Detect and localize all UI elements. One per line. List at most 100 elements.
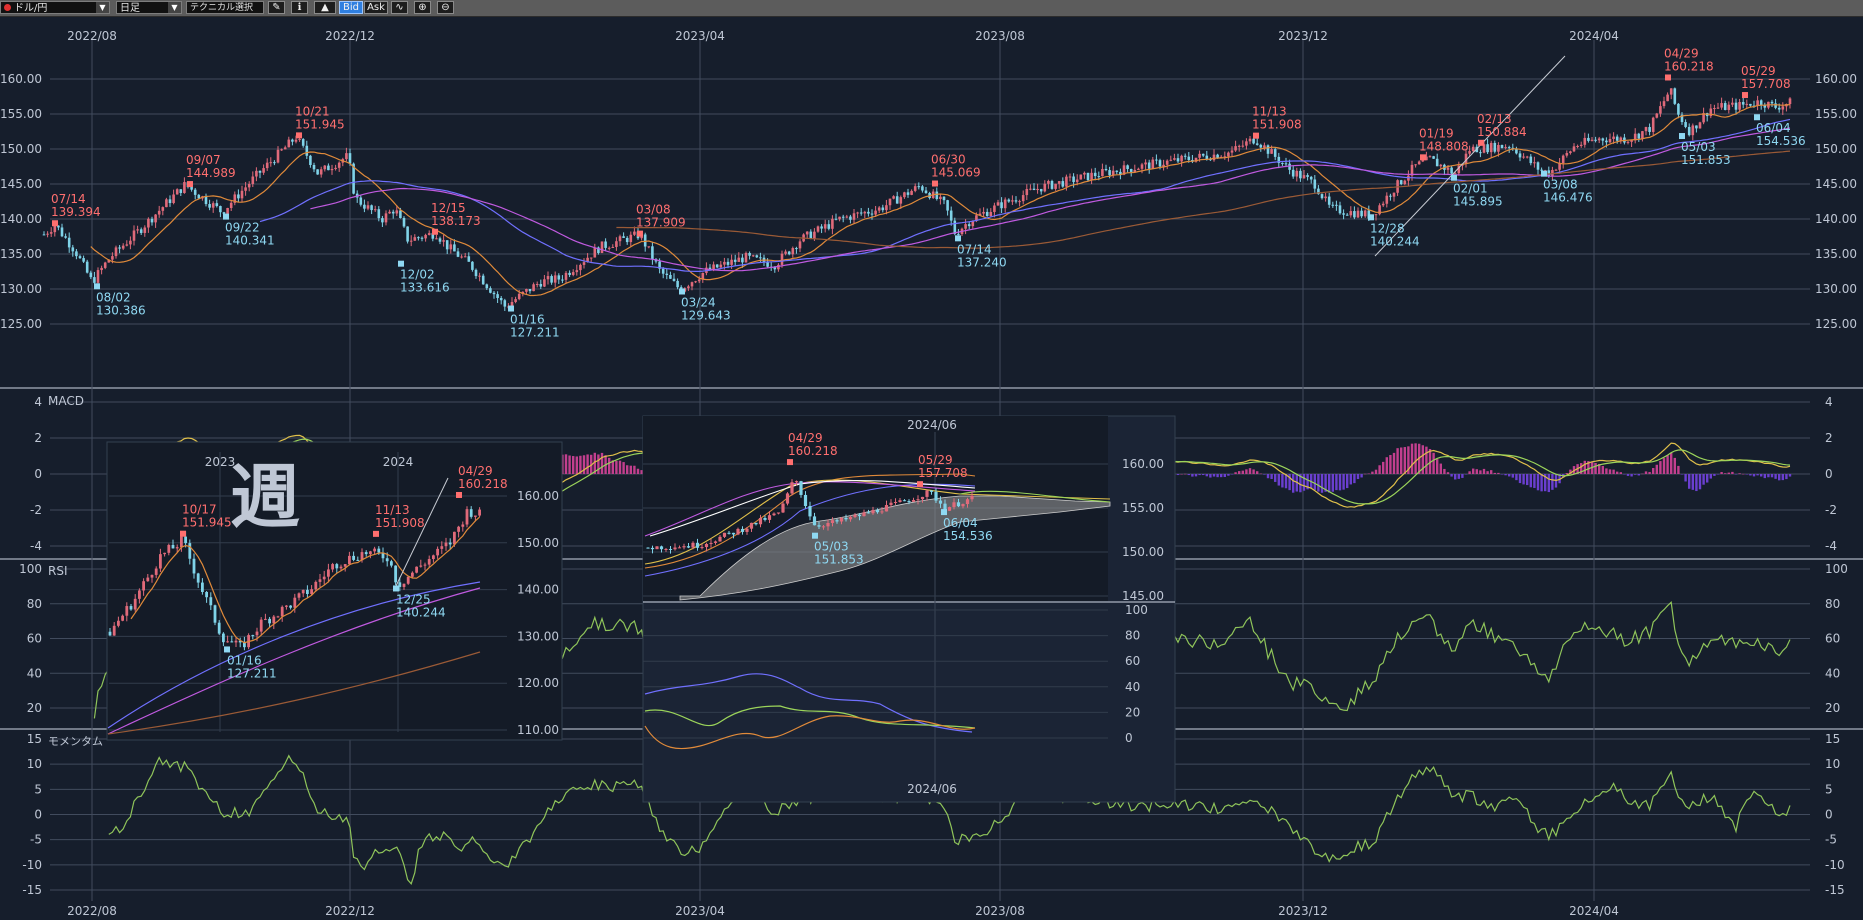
macd-histogram-bar: [1187, 474, 1190, 476]
weekly-high-value: 151.908: [375, 516, 425, 530]
weekly-candle-body: [213, 605, 217, 623]
macd-histogram-bar: [1702, 474, 1705, 485]
chevron-down-icon[interactable]: ▼: [96, 2, 109, 13]
macd-histogram-bar: [1338, 474, 1342, 491]
candle-body: [1277, 156, 1281, 163]
wave-icon[interactable]: ∿: [391, 1, 408, 14]
candle-body: [1741, 102, 1745, 105]
zoom-candle-body: [668, 548, 673, 550]
candle-body: [712, 264, 715, 270]
technical-select[interactable]: テクニカル選択: [186, 1, 264, 14]
y-axis-right-tick: 150.00: [1815, 142, 1857, 156]
macd-histogram-bar: [575, 456, 578, 474]
candle-body: [377, 209, 381, 219]
weekly-high-value: 160.218: [458, 477, 508, 491]
chevron-down-icon[interactable]: ▼: [168, 2, 181, 13]
y-axis-right-tick: 125.00: [1815, 317, 1857, 331]
zoom-indicator-line: [959, 490, 1111, 503]
symbol-select[interactable]: ドル/円 ▼: [0, 1, 110, 14]
weekly-candle-body: [427, 559, 431, 565]
candle-body: [633, 231, 636, 235]
macd-histogram-bar: [1392, 452, 1396, 474]
macd-histogram-bar: [1594, 463, 1597, 474]
candle-body: [118, 247, 121, 249]
macd-histogram-bar: [611, 460, 614, 474]
candle-body: [1669, 88, 1673, 95]
zoom-in-icon[interactable]: ⊕: [414, 1, 431, 14]
macd-histogram-bar: [1587, 461, 1590, 474]
weekly-candle-body: [356, 559, 360, 561]
candle-body: [1486, 144, 1489, 153]
candle-body: [388, 211, 391, 214]
macd-histogram-bar: [1551, 474, 1554, 490]
candle-body: [895, 196, 899, 204]
candle-body: [78, 256, 82, 259]
candle-body: [1565, 153, 1569, 156]
macd-histogram-bar: [1713, 474, 1716, 476]
low-value-label: 129.643: [681, 308, 731, 322]
candle-body: [431, 233, 435, 239]
macd-histogram-bar: [1436, 459, 1439, 474]
low-marker: [223, 213, 229, 220]
candle-body: [1727, 104, 1731, 110]
candle-body: [805, 231, 809, 235]
macd-histogram-bar: [1360, 474, 1363, 478]
macd-histogram-bar: [1256, 471, 1259, 474]
weekly-candle-body: [310, 589, 313, 594]
weekly-candle-body: [192, 558, 196, 574]
macd-histogram-bar: [1601, 465, 1604, 474]
bid-toggle[interactable]: Bid: [339, 1, 363, 14]
candle-body: [1763, 105, 1767, 108]
candle-body: [319, 169, 323, 175]
period-select[interactable]: 日足 ▼: [116, 1, 182, 14]
x-axis-bottom-label: 2023/08: [975, 904, 1025, 918]
candle-body: [496, 294, 499, 299]
zoom-candle-body: [934, 491, 938, 501]
candle-body: [485, 284, 489, 289]
macd-histogram-bar: [1194, 474, 1198, 477]
high-date-label: 04/29: [1664, 46, 1699, 60]
candle-body: [564, 272, 568, 280]
y-axis-right-tick: 130.00: [1815, 282, 1857, 296]
zoom-overlay[interactable]: 2024/06 160.00 155.00 150.00 145.00 04/29160.…: [642, 415, 1176, 803]
price-panel[interactable]: [42, 55, 1792, 311]
candle-body: [568, 272, 571, 275]
candle-body: [100, 267, 103, 271]
candle-body: [1633, 133, 1637, 141]
zoom-out-icon[interactable]: ⊖: [437, 1, 454, 14]
pen-icon[interactable]: ✎: [268, 1, 285, 14]
candle-body: [334, 167, 337, 169]
candle-body: [1248, 138, 1252, 142]
candle-body: [924, 190, 928, 194]
macd-histogram-bar: [568, 455, 571, 474]
candle-body: [1122, 165, 1126, 175]
info-icon[interactable]: ℹ: [291, 1, 308, 14]
candle-body: [60, 227, 64, 237]
weekly-candle-body: [318, 579, 322, 582]
ask-toggle[interactable]: Ask: [364, 1, 388, 14]
candle-body: [730, 259, 733, 265]
candle-body: [327, 165, 330, 171]
high-value-label: 148.808: [1419, 139, 1469, 153]
candle-body: [1291, 169, 1295, 177]
candle-body: [1583, 137, 1587, 145]
high-marker: [52, 220, 58, 227]
zoom-candle-body: [943, 503, 947, 511]
candle-body: [773, 267, 777, 270]
chart-area[interactable]: 2022/08 2022/12 2023/04 2023/08 2023/12 2024/…: [0, 16, 1863, 920]
candle-body: [1734, 102, 1738, 110]
zoom-low-marker: [812, 532, 818, 539]
weekly-candle-body: [251, 635, 255, 637]
weekly-high-marker: [373, 530, 379, 537]
candle-body: [283, 147, 287, 150]
low-value-label: 140.341: [225, 234, 275, 248]
chart-type-icon[interactable]: ▲: [314, 1, 336, 14]
weekly-overlay[interactable]: 160.00 150.00 140.00 130.00 120.00 110.00 2023…: [106, 441, 563, 741]
candle-body: [1331, 204, 1335, 206]
weekly-candle-body: [440, 546, 444, 549]
candle-body: [748, 252, 751, 256]
ichimoku-cloud: [679, 495, 1111, 601]
candle-body: [1691, 125, 1695, 136]
momentum-panel[interactable]: [108, 754, 1791, 885]
candle-body: [1083, 172, 1086, 175]
